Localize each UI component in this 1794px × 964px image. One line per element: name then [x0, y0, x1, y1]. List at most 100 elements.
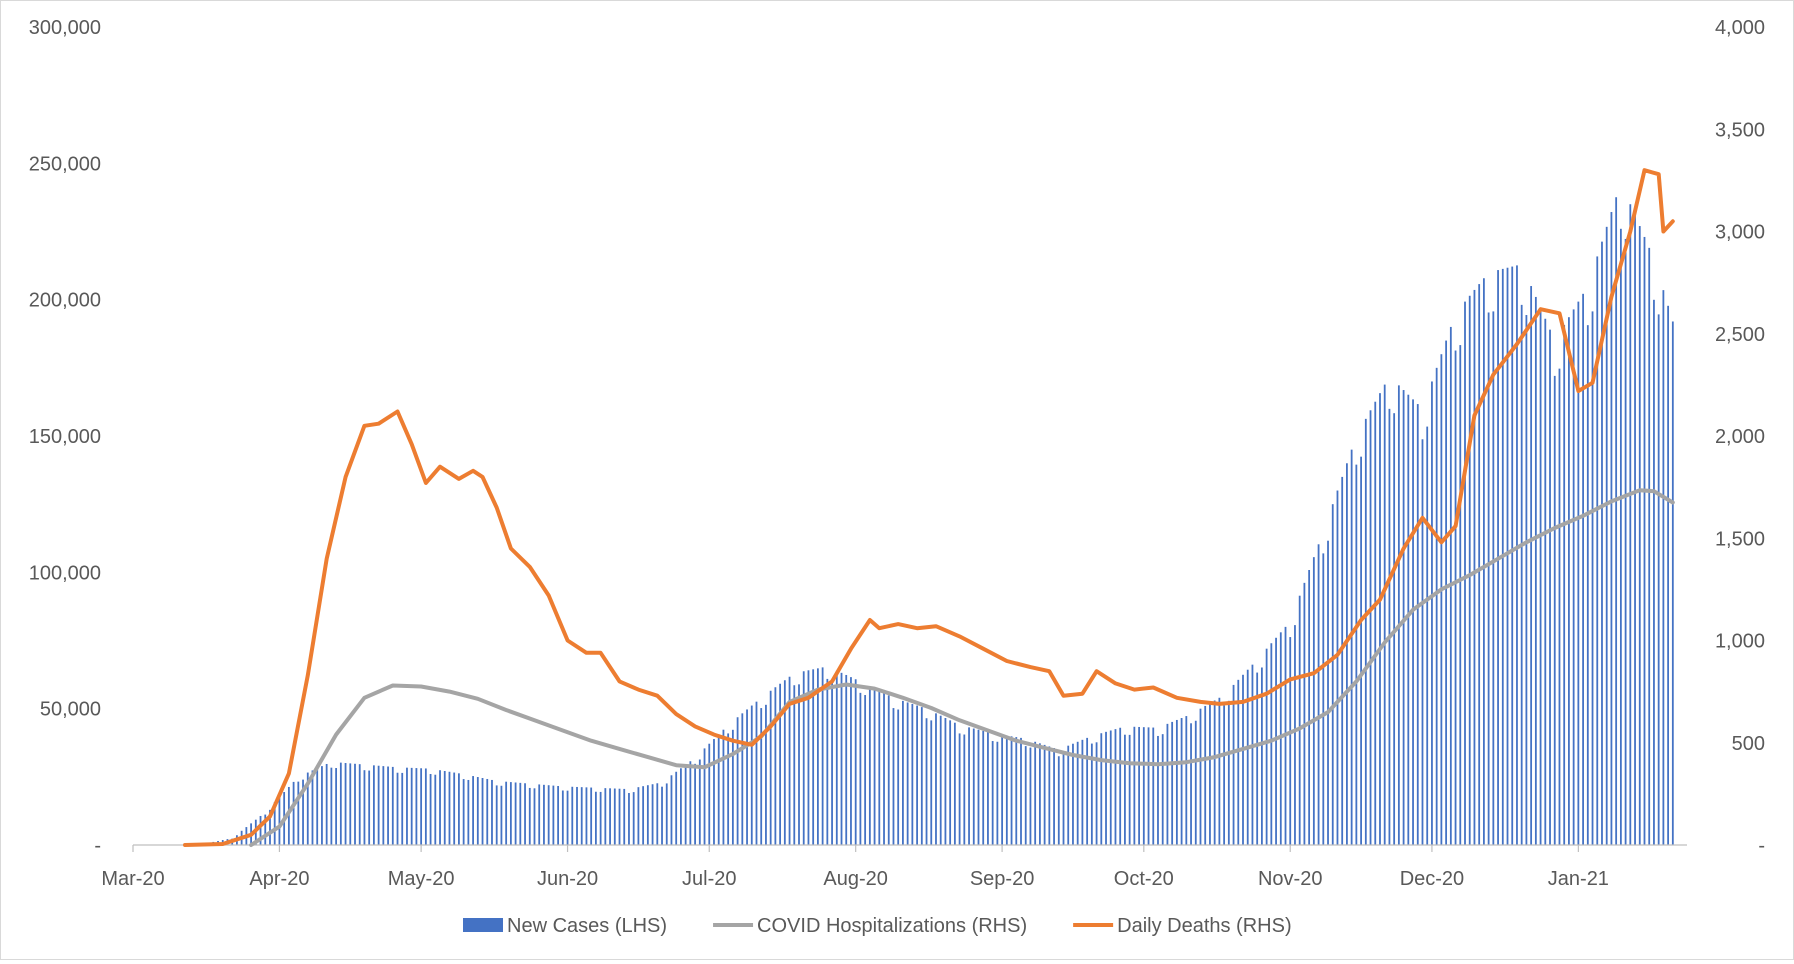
x-tick-label: Jul-20	[682, 868, 736, 890]
bar-new-cases	[377, 765, 380, 845]
bar-new-cases	[382, 766, 385, 845]
bar-new-cases	[1147, 727, 1150, 845]
bar-new-cases	[349, 763, 352, 845]
bar-new-cases	[1053, 748, 1055, 845]
bar-new-cases	[1260, 667, 1263, 845]
bar-new-cases	[1355, 464, 1358, 845]
bar-new-cases	[344, 763, 347, 845]
bar-new-cases	[1312, 557, 1315, 845]
bar-new-cases	[1619, 228, 1622, 846]
bar-new-cases	[609, 788, 611, 845]
bar-new-cases	[1553, 375, 1556, 845]
bar-new-cases	[1596, 256, 1599, 845]
bar-new-cases	[1190, 723, 1192, 845]
bar-new-cases	[1317, 544, 1320, 845]
y-right-tick-label: 2,500	[1715, 324, 1765, 346]
bar-new-cases	[1558, 368, 1561, 845]
bar-new-cases	[557, 785, 560, 845]
y-right-tick-label: 2,000	[1715, 426, 1765, 448]
bar-new-cases	[864, 695, 867, 845]
bar-new-cases	[1133, 726, 1136, 845]
bar-new-cases	[1256, 672, 1259, 845]
bar-new-cases	[854, 679, 857, 845]
bar-new-cases	[892, 708, 895, 845]
bar-new-cases	[458, 773, 460, 845]
bar-new-cases	[1081, 739, 1084, 845]
bar-new-cases	[816, 668, 819, 845]
bar-new-cases	[505, 781, 508, 845]
bar-new-cases	[1298, 595, 1301, 845]
bar-new-cases	[372, 765, 375, 845]
bar-new-cases	[273, 802, 276, 845]
bar-new-cases	[339, 762, 342, 845]
bar-new-cases	[1544, 318, 1547, 845]
bar-new-cases	[850, 677, 852, 845]
bar-new-cases	[902, 700, 904, 845]
x-tick-label: Oct-20	[1114, 868, 1174, 890]
bar-new-cases	[1577, 301, 1580, 845]
bar-new-cases	[972, 728, 975, 845]
bar-new-cases	[543, 784, 545, 845]
bar-new-cases	[982, 730, 985, 845]
bar-new-cases	[656, 783, 659, 845]
bar-new-cases	[1109, 730, 1112, 845]
bar-new-cases	[306, 772, 309, 845]
bar-new-cases	[1246, 669, 1249, 845]
bar-new-cases	[807, 670, 810, 845]
bar-new-cases	[793, 685, 796, 845]
legend-swatch-new-cases	[463, 918, 503, 932]
bar-new-cases	[698, 759, 701, 845]
bar-new-cases	[703, 748, 706, 845]
bar-new-cases	[755, 701, 758, 845]
bar-new-cases	[1171, 721, 1174, 845]
bar-new-cases	[1218, 697, 1221, 845]
bar-new-cases	[713, 739, 715, 845]
x-tick-label: May-20	[388, 868, 455, 890]
bar-new-cases	[661, 786, 663, 845]
bar-new-cases	[613, 788, 616, 845]
bar-new-cases	[1114, 729, 1117, 845]
bar-new-cases	[594, 791, 597, 845]
bar-new-cases	[604, 788, 607, 845]
bar-new-cases	[1024, 746, 1027, 845]
bar-new-cases	[472, 776, 474, 845]
bar-new-cases	[689, 761, 692, 845]
bar-new-cases	[1175, 719, 1178, 845]
y-right-tick-label: 3,500	[1715, 119, 1765, 141]
bar-new-cases	[1459, 345, 1462, 845]
bar-new-cases	[297, 781, 300, 845]
bar-new-cases	[1539, 307, 1542, 846]
bar-new-cases	[1138, 726, 1140, 845]
bar-new-cases	[1464, 301, 1466, 845]
bar-new-cases	[637, 787, 640, 845]
bar-new-cases	[920, 707, 923, 845]
bar-new-cases	[311, 770, 314, 845]
bar-new-cases	[1001, 734, 1004, 845]
bar-new-cases	[632, 792, 635, 845]
bar-new-cases	[684, 764, 687, 845]
bar-new-cases	[717, 734, 720, 845]
bar-new-cases	[302, 779, 304, 845]
bar-new-cases	[750, 705, 753, 845]
bar-new-cases	[1157, 735, 1159, 845]
legend-label-new-cases: New Cases (LHS)	[507, 915, 667, 937]
bar-new-cases	[1591, 311, 1594, 845]
legend-label-daily-deaths: Daily Deaths (RHS)	[1117, 915, 1291, 937]
bar-new-cases	[443, 770, 446, 845]
bar-new-cases	[845, 674, 848, 845]
bar-new-cases	[798, 684, 800, 845]
bar-new-cases	[1426, 426, 1429, 845]
bar-new-cases	[1209, 703, 1211, 845]
bar-new-cases	[1303, 582, 1306, 845]
bar-new-cases	[1473, 289, 1476, 845]
bar-new-cases	[1572, 309, 1575, 845]
bar-new-cases	[1327, 540, 1329, 845]
bar-new-cases	[722, 729, 725, 845]
bar-new-cases	[1671, 321, 1674, 846]
y-left-tick-label: 200,000	[29, 290, 101, 312]
bar-new-cases	[264, 814, 267, 845]
bar-new-cases	[1397, 385, 1400, 845]
bar-new-cases	[415, 768, 418, 845]
bar-new-cases	[1242, 674, 1244, 845]
bar-new-cases	[287, 786, 290, 845]
